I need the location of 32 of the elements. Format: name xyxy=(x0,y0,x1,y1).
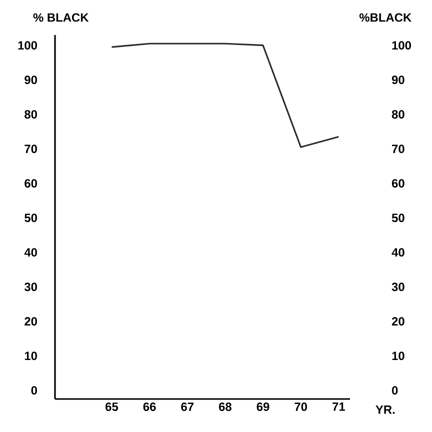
x-tick-label: 67 xyxy=(181,402,194,411)
y2-tick-label: 90 xyxy=(392,76,404,84)
x-axis-title: YR. xyxy=(376,406,395,414)
x-tick-label: 70 xyxy=(294,402,307,411)
y-tick-label: 40 xyxy=(24,248,37,257)
y-axis-title: % BLACK xyxy=(33,13,89,22)
y2-tick-label: 30 xyxy=(392,282,404,292)
x-tick-label: 66 xyxy=(143,402,156,411)
y-tick-label: 30 xyxy=(24,282,37,292)
y-tick-label: 80 xyxy=(24,110,37,119)
y-tick-label: 60 xyxy=(24,179,37,188)
x-tick-label: 65 xyxy=(106,402,118,411)
y2-tick-label: 80 xyxy=(392,110,404,119)
y2-tick-label: 60 xyxy=(392,179,404,188)
y2-axis-title: %BLACK xyxy=(359,13,412,22)
y2-tick-label: 70 xyxy=(392,144,404,154)
y2-tick-label: 20 xyxy=(392,317,404,326)
x-tick-label: 71 xyxy=(332,402,345,411)
y2-tick-label: 10 xyxy=(392,352,404,360)
y2-tick-label: 40 xyxy=(392,248,404,257)
y2-tick-label: 0 xyxy=(392,386,398,395)
y-tick-label: 70 xyxy=(24,144,37,154)
x-tick-label: 68 xyxy=(218,402,232,411)
y-tick-label: 0 xyxy=(31,386,37,395)
y-tick-label: 10 xyxy=(24,352,37,360)
x-tick-label: 69 xyxy=(256,402,270,411)
y2-tick-label: 100 xyxy=(392,41,411,50)
y-tick-label: 20 xyxy=(24,317,37,326)
y-tick-label: 100 xyxy=(18,41,37,50)
y2-tick-label: 50 xyxy=(392,214,404,222)
y-tick-label: 90 xyxy=(24,76,37,84)
y-tick-label: 50 xyxy=(24,214,37,222)
